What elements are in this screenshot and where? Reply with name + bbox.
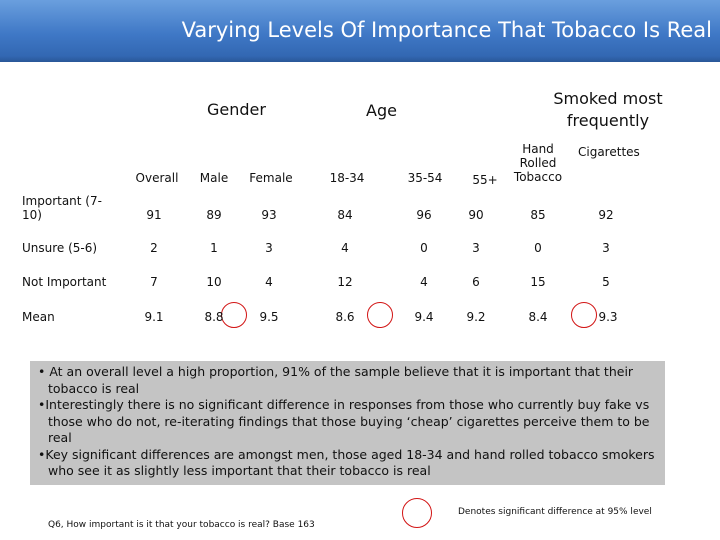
table-cell: 4 xyxy=(265,275,273,289)
table-cell: 12 xyxy=(337,275,353,289)
table-cell: 0 xyxy=(420,241,428,255)
table-cell: 1 xyxy=(210,241,218,255)
row-label-unsure: Unsure (5-6) xyxy=(22,241,98,255)
legend-text: Denotes significant difference at 95% le… xyxy=(458,507,652,517)
group-header-age: Age xyxy=(366,101,397,120)
note-item: •Interestingly there is no significant d… xyxy=(38,397,650,445)
notes-box: • At an overall level a high proportion,… xyxy=(30,361,665,485)
significance-circle-male xyxy=(221,302,247,328)
row-label-mean: Mean xyxy=(22,310,55,324)
column-header-18-34: 18-34 xyxy=(329,171,365,185)
table-cell: 85 xyxy=(530,208,546,222)
table-cell: 3 xyxy=(472,241,480,255)
note-item: •Key significant differences are amongst… xyxy=(38,446,655,479)
group-header-smoked: Smoked most frequently xyxy=(553,89,663,130)
table-cell: 93 xyxy=(261,208,277,222)
group-header-gender: Gender xyxy=(207,100,266,119)
row-label-important: Important (7-10) xyxy=(22,194,102,222)
row-label-not-important: Not Important xyxy=(22,275,107,289)
table-cell: 91 xyxy=(146,208,162,222)
table-cell: 92 xyxy=(598,208,614,222)
table-cell: 8.8 xyxy=(204,310,224,324)
slide-title: Varying Levels Of Importance That Tobacc… xyxy=(181,18,712,42)
table-cell: 10 xyxy=(206,275,222,289)
table-cell: 90 xyxy=(468,208,484,222)
table-cell: 9.4 xyxy=(414,310,434,324)
table-cell: 9.1 xyxy=(144,310,164,324)
table-cell: 3 xyxy=(265,241,273,255)
table-cell: 96 xyxy=(416,208,432,222)
column-header-male: Male xyxy=(199,171,229,185)
column-header-hand-rolled: Hand Rolled Tobacco xyxy=(513,142,563,184)
table-cell: 5 xyxy=(602,275,610,289)
title-bar: Varying Levels Of Importance That Tobacc… xyxy=(0,0,720,62)
column-header-overall: Overall xyxy=(135,171,179,185)
table-cell: 3 xyxy=(602,241,610,255)
legend-circle-icon xyxy=(402,498,432,528)
table-cell: 84 xyxy=(337,208,353,222)
table-cell: 9.2 xyxy=(466,310,486,324)
title-band-shadow xyxy=(0,56,720,62)
table-cell: 4 xyxy=(420,275,428,289)
table-cell: 15 xyxy=(530,275,546,289)
table-cell: 8.6 xyxy=(335,310,355,324)
note-item: • At an overall level a high proportion,… xyxy=(38,364,634,396)
footnote: Q6, How important is it that your tobacc… xyxy=(48,520,315,530)
table-cell: 9.5 xyxy=(259,310,279,324)
significance-circle-18-34 xyxy=(367,302,393,328)
table-cell: 2 xyxy=(150,241,158,255)
table-cell: 7 xyxy=(150,275,158,289)
table-cell: 0 xyxy=(534,241,542,255)
significance-circle-cigarettes xyxy=(571,302,597,328)
table-cell: 89 xyxy=(206,208,222,222)
table-cell: 9.3 xyxy=(598,310,618,324)
table-cell: 8.4 xyxy=(528,310,548,324)
column-header-35-54: 35-54 xyxy=(407,171,443,185)
column-header-female: Female xyxy=(249,171,293,185)
column-header-cigarettes: Cigarettes xyxy=(578,145,640,159)
table-cell: 4 xyxy=(341,241,349,255)
column-header-55plus: 55+ xyxy=(472,173,498,187)
table-cell: 6 xyxy=(472,275,480,289)
